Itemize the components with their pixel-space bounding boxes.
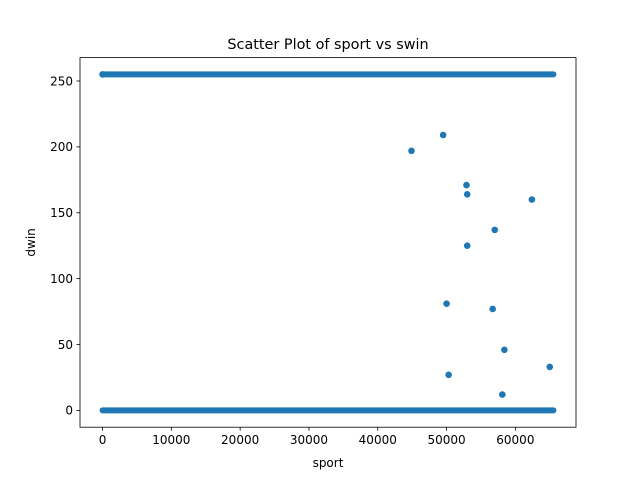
data-point — [463, 181, 470, 189]
y-tick-label: 200 — [50, 140, 73, 154]
y-tick-label: 100 — [50, 272, 73, 286]
data-point — [499, 391, 506, 398]
ticks: 0 10000 20000 30000 40000 50000 60000 0 50 100 150… — [50, 74, 534, 447]
x-tick-label: 0 — [99, 433, 107, 447]
x-tick-label: 40000 — [359, 433, 397, 447]
chart-title: Scatter Plot of sport vs swin — [227, 37, 428, 53]
data-point — [439, 131, 447, 139]
y-tick-label: 0 — [65, 404, 73, 418]
data-point — [491, 226, 499, 234]
x-tick-label: 60000 — [496, 433, 534, 447]
y-tick-label: 150 — [50, 206, 73, 220]
y-axis-label: dwin — [24, 228, 38, 256]
data-point — [445, 371, 452, 379]
data-point — [408, 147, 415, 155]
x-axis-label: sport — [313, 456, 344, 470]
x-tick-label: 50000 — [427, 433, 465, 447]
data-point — [489, 305, 496, 313]
data-point — [546, 363, 554, 371]
data-point — [501, 346, 508, 354]
axes-frame — [79, 57, 577, 428]
x-tick-label: 30000 — [290, 433, 328, 447]
data-point — [463, 191, 471, 198]
data-point — [528, 196, 536, 203]
x-tick-label: 20000 — [221, 433, 259, 447]
data-point — [99, 71, 106, 78]
data-point — [463, 242, 471, 249]
y-tick-label: 250 — [50, 74, 73, 88]
data-point — [443, 300, 450, 307]
plot-area — [99, 71, 557, 414]
x-tick-label: 10000 — [152, 433, 190, 447]
y-tick-label: 50 — [58, 338, 73, 352]
